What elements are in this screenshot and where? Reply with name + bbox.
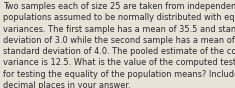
- Text: Two samples each of size 25 are taken from independent
populations assumed to be: Two samples each of size 25 are taken fr…: [3, 2, 235, 88]
